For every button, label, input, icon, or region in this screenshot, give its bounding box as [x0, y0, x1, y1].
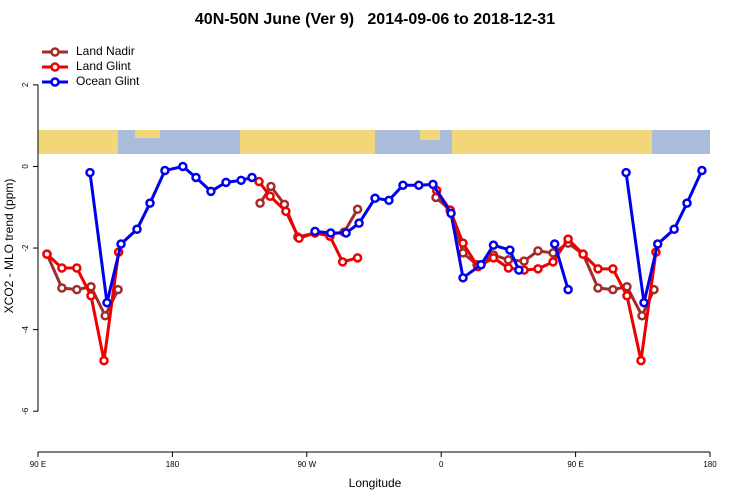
- data-point: [191, 172, 201, 183]
- y-tick-label: -4: [21, 326, 30, 334]
- data-point: [178, 161, 188, 172]
- x-tick-label: 90 W: [297, 460, 316, 469]
- data-point: [488, 253, 499, 263]
- y-tick-label: -2: [21, 244, 30, 252]
- legend-marker: [50, 62, 60, 72]
- data-point: [549, 239, 560, 249]
- data-point: [100, 311, 110, 321]
- data-point: [637, 311, 647, 321]
- data-point: [247, 172, 257, 183]
- data-point: [446, 208, 456, 219]
- y-axis-title: XCO2 - MLO trend (ppm): [2, 179, 16, 314]
- x-tick-label: 90 E: [567, 460, 583, 469]
- data-point: [682, 198, 692, 208]
- data-point: [593, 264, 603, 274]
- data-point: [608, 284, 618, 295]
- data-point: [514, 265, 524, 275]
- data-point: [57, 283, 67, 293]
- data-point: [294, 233, 304, 243]
- data-point: [458, 238, 468, 248]
- series-line: [88, 164, 704, 304]
- data-point: [503, 255, 514, 265]
- data-point: [652, 239, 663, 249]
- data-point: [458, 273, 468, 283]
- data-point: [145, 198, 155, 208]
- data-point: [116, 239, 126, 249]
- chart-title: 40N-50N June (Ver 9) 2014-09-06 to 2018-…: [195, 11, 555, 28]
- data-point: [622, 291, 632, 301]
- data-point: [266, 181, 276, 192]
- legend-marker: [50, 77, 60, 87]
- x-tick-label: 180: [703, 460, 717, 469]
- data-point: [476, 260, 486, 270]
- data-point: [458, 248, 468, 258]
- data-point: [669, 224, 679, 235]
- data-point: [206, 186, 216, 197]
- x-tick-label: 180: [166, 460, 180, 469]
- data-point: [503, 263, 514, 273]
- data-point: [384, 195, 394, 206]
- legend-marker: [50, 47, 60, 57]
- data-point: [354, 218, 364, 228]
- x-axis-title: Longitude: [349, 476, 402, 490]
- data-point: [639, 297, 649, 308]
- data-point: [86, 291, 96, 301]
- y-tick-label: 0: [21, 164, 30, 169]
- data-point: [132, 224, 142, 235]
- data-point: [352, 204, 363, 215]
- data-point: [102, 297, 112, 308]
- data-point: [85, 167, 95, 178]
- data-point: [636, 355, 646, 366]
- data-point: [72, 284, 82, 295]
- data-point: [265, 191, 275, 201]
- data-point: [281, 206, 291, 217]
- y-tick-label: 2: [21, 82, 30, 87]
- data-point: [593, 283, 603, 293]
- data-point: [370, 193, 380, 204]
- series-line: [45, 183, 656, 320]
- legend-label: Land Glint: [76, 59, 131, 73]
- data-point: [414, 180, 424, 190]
- x-tick-label: 90 E: [30, 460, 46, 469]
- legend-label: Land Nadir: [76, 44, 135, 58]
- data-point: [325, 228, 336, 238]
- data-point: [548, 257, 558, 267]
- y-tick-label: -6: [21, 407, 30, 415]
- data-point: [99, 355, 109, 366]
- data-point: [254, 176, 264, 187]
- data-point: [337, 257, 348, 267]
- data-point: [428, 179, 438, 190]
- data-point: [533, 264, 543, 274]
- series-line: [45, 180, 658, 361]
- data-point: [563, 284, 573, 295]
- data-point: [72, 263, 82, 273]
- data-point: [563, 234, 573, 244]
- data-point: [42, 249, 52, 259]
- data-point: [160, 165, 170, 176]
- data-point: [352, 253, 363, 263]
- data-point: [398, 180, 408, 190]
- map-strip: [38, 130, 710, 154]
- legend-label: Ocean Glint: [76, 74, 140, 88]
- data-point: [236, 175, 246, 186]
- data-point: [621, 167, 631, 178]
- data-point: [488, 240, 499, 250]
- data-point: [519, 256, 529, 266]
- data-point: [578, 249, 588, 259]
- data-point: [697, 165, 707, 176]
- data-point: [608, 264, 618, 274]
- data-point: [113, 284, 123, 295]
- x-tick-label: 0: [439, 460, 444, 469]
- data-point: [505, 245, 515, 255]
- data-point: [57, 263, 67, 273]
- data-point: [221, 177, 231, 188]
- data-point: [310, 226, 320, 237]
- data-point: [533, 246, 543, 256]
- data-point: [255, 198, 265, 208]
- data-point: [341, 228, 351, 238]
